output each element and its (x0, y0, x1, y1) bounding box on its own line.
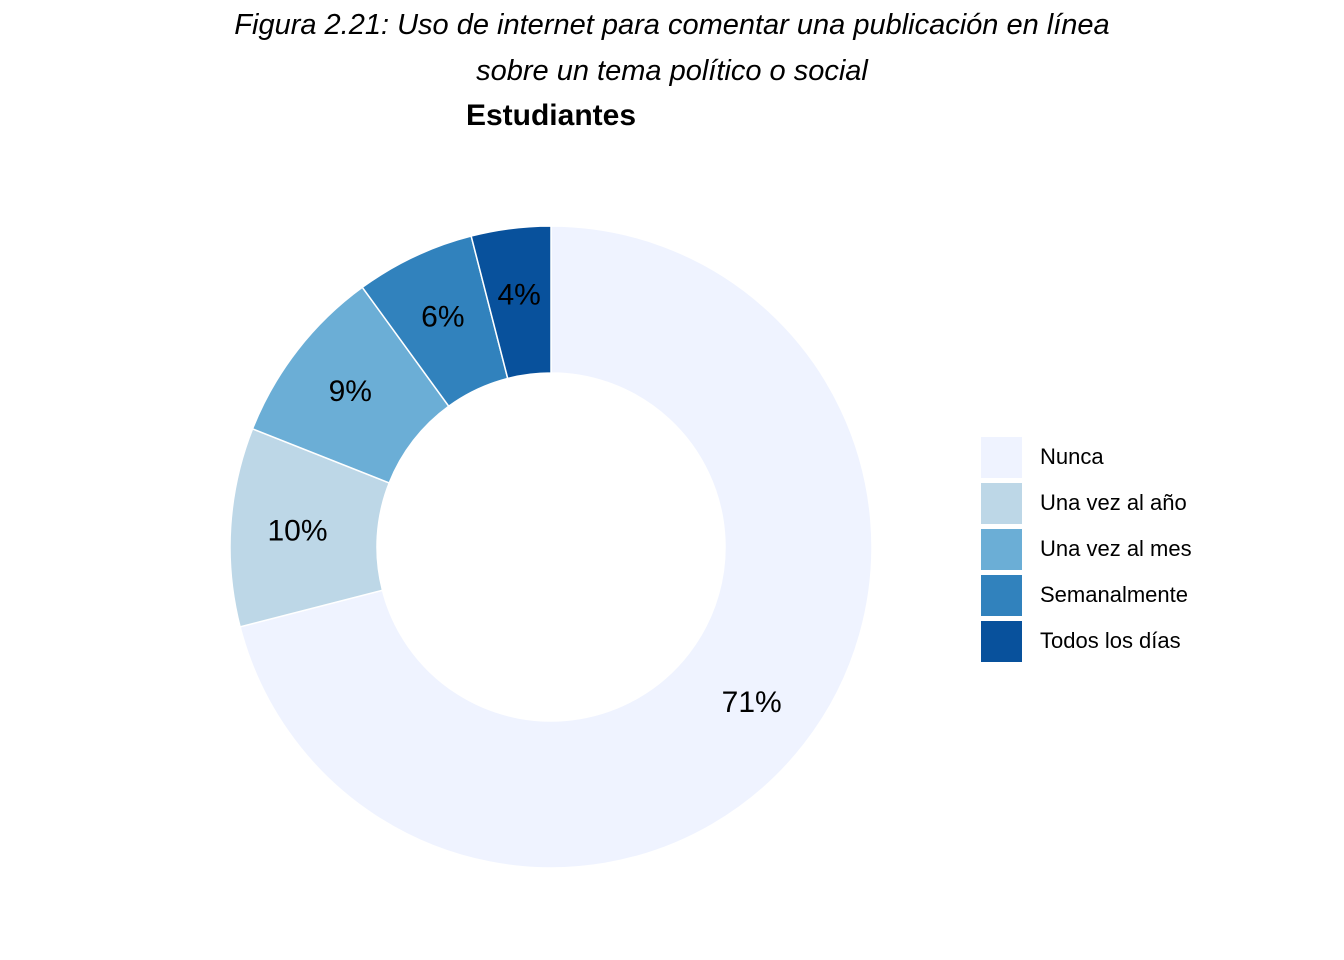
slice-label-nunca: 71% (722, 686, 782, 719)
slice-label-todos-los-dias: 4% (497, 279, 540, 312)
legend-swatch (981, 482, 1022, 524)
legend-item-todos-los-dias: Todos los días (981, 618, 1192, 664)
legend-swatch (981, 528, 1022, 570)
legend-item-nunca: Nunca (981, 434, 1192, 480)
legend-label: Todos los días (1040, 628, 1181, 653)
figure-title: Figura 2.21: Uso de internet para coment… (0, 2, 1344, 94)
donut-slice-labels: 71% 10% 9% 6% 4% (267, 279, 781, 720)
figure-title-line-1: Figura 2.21: Uso de internet para coment… (234, 9, 1110, 41)
slice-label-una-vez-al-mes: 9% (329, 375, 372, 408)
legend-label: Semanalmente (1040, 582, 1188, 607)
legend-label: Una vez al año (1040, 490, 1187, 515)
slice-label-una-vez-al-ano: 10% (267, 515, 327, 548)
slice-label-semanalmente: 6% (421, 301, 464, 334)
legend-swatch (981, 436, 1022, 478)
legend-item-una-vez-al-mes: Una vez al mes (981, 526, 1192, 572)
legend-item-una-vez-al-ano: Una vez al año (981, 480, 1192, 526)
legend: Nunca Una vez al año Una vez al mes Semanal… (981, 434, 1192, 664)
chart-subtitle: Estudiantes (465, 99, 637, 132)
donut-slices (229, 225, 873, 869)
figure-title-line-2: sobre un tema político o social (476, 55, 868, 87)
legend-swatch (981, 620, 1022, 662)
donut-slice-nunca (239, 225, 873, 869)
donut-slice-todos-los-dias (470, 225, 552, 380)
legend-label: Nunca (1040, 444, 1104, 469)
legend-swatch (981, 574, 1022, 616)
legend-label: Una vez al mes (1040, 536, 1192, 561)
legend-item-semanalmente: Semanalmente (981, 572, 1192, 618)
